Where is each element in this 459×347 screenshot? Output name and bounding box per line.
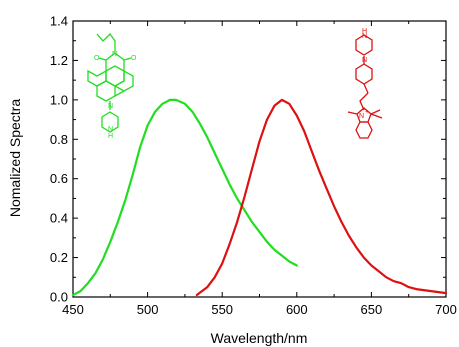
red-molecule-structure — [347, 34, 383, 139]
green-molecule-labels: O N O N N H — [94, 51, 137, 140]
y-tick-label: 1.2 — [50, 53, 68, 68]
y-tick-label: 1.4 — [50, 14, 68, 29]
green-molecule-structure — [87, 32, 134, 133]
plot-frame — [72, 20, 447, 298]
y-tick-label: 1.0 — [50, 92, 68, 107]
y-tick-label: 0.6 — [50, 171, 68, 186]
green-atom-label: N — [108, 126, 113, 133]
red-atom-label: H — [362, 28, 367, 35]
x-tick-label: 500 — [137, 302, 159, 317]
red-spectrum-line — [195, 98, 448, 297]
green-atom-label: N — [108, 103, 113, 110]
red-atom-label: N — [362, 57, 367, 64]
y-tick-label: 0.0 — [50, 290, 68, 305]
green-atom-label: O — [131, 55, 137, 62]
green-atom-label: O — [94, 55, 100, 62]
red-atom-label: N — [362, 33, 367, 40]
y-tick-label: 0.8 — [50, 132, 68, 147]
red-molecule-labels: H N N N + — [359, 28, 369, 120]
red-atom-label: + — [365, 109, 369, 116]
x-tick-label: 600 — [286, 302, 308, 317]
x-tick-label: 700 — [435, 302, 457, 317]
y-tick-label: 0.4 — [50, 211, 68, 226]
green-atom-label: N — [112, 51, 117, 58]
x-tick-label: 650 — [361, 302, 383, 317]
axes: 450 500 550 600 650 700 0.0 0.2 0.4 0.6 0.8 1.0 1.2 1… — [50, 14, 457, 318]
red-atom-label: N — [359, 113, 364, 120]
y-tick-label: 0.2 — [50, 250, 68, 265]
green-spectrum-line — [71, 98, 298, 297]
y-axis-label: Nomalized Spectra — [7, 99, 23, 217]
x-tick-label: 450 — [62, 302, 84, 317]
x-tick-label: 550 — [211, 302, 233, 317]
series-layer — [71, 98, 448, 297]
green-atom-label: H — [108, 133, 113, 140]
x-axis-label: Wavelength/nm — [211, 330, 308, 346]
